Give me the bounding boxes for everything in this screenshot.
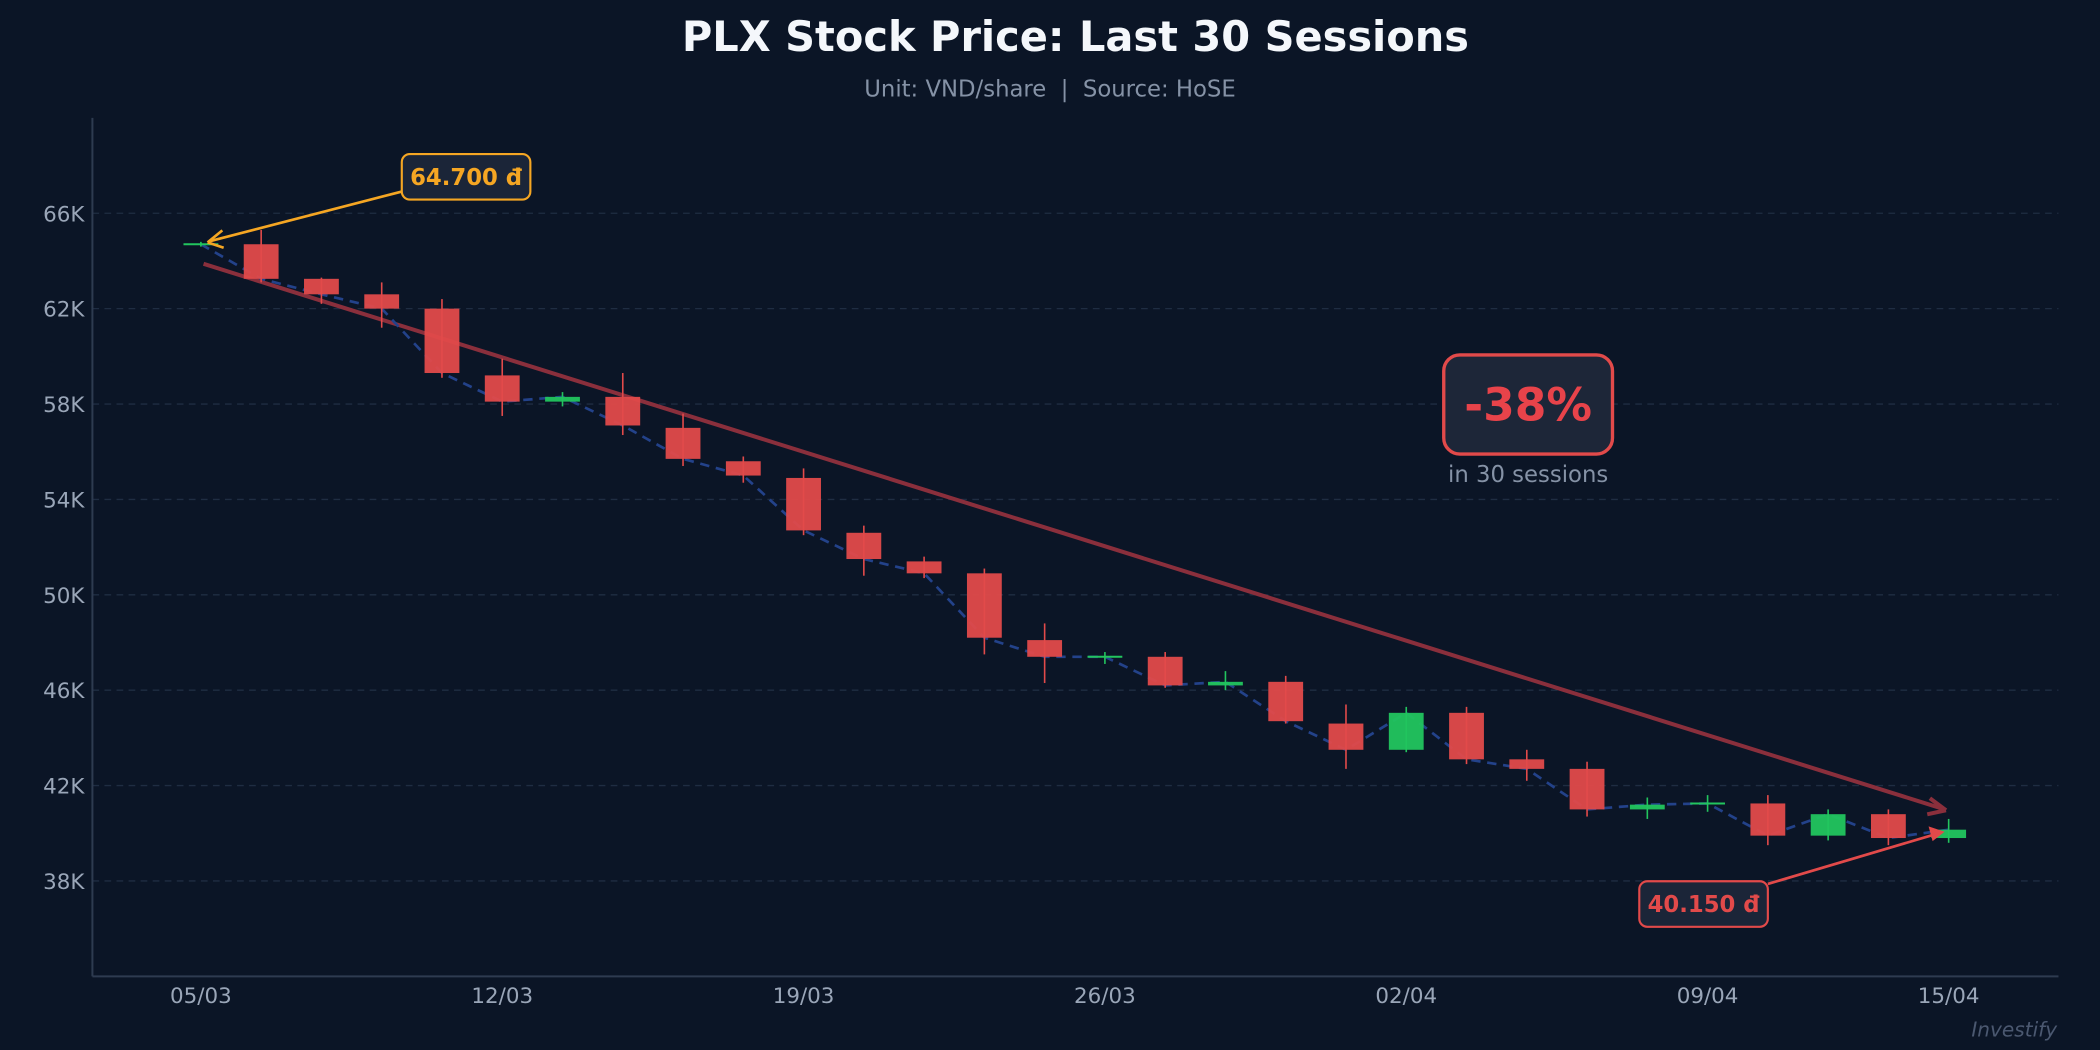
candles [183, 229, 1967, 846]
candle [906, 556, 942, 579]
candle [1449, 706, 1484, 765]
candle-body [364, 294, 400, 309]
candle-body [906, 561, 942, 574]
candle [424, 299, 460, 378]
x-tick-label: 02/04 [1375, 984, 1437, 1009]
candle [545, 392, 580, 407]
start-price-annotation: 64.700 đ [206, 152, 532, 250]
grid [92, 212, 2059, 882]
candle [1690, 795, 1725, 812]
y-tick-label: 58K [43, 393, 85, 418]
candle-body [1870, 814, 1906, 839]
candle-body [1328, 723, 1364, 750]
change-callout: -38% in 30 sessions [1442, 353, 1615, 488]
candle [484, 358, 520, 416]
x-tick-labels: 05/03 12/03 19/03 26/03 02/04 09/04 15/04 [170, 984, 1979, 1009]
x-tick-label: 15/04 [1918, 984, 1980, 1009]
candle-body [1750, 803, 1786, 836]
x-tick-label: 19/03 [773, 984, 835, 1009]
candle-body [545, 396, 580, 402]
trend-arrowhead [1926, 796, 1948, 817]
candle [665, 413, 701, 467]
change-caption: in 30 sessions [1448, 462, 1608, 488]
candle [846, 525, 882, 576]
candle [1268, 675, 1304, 724]
candle [1147, 652, 1183, 688]
candle-body [1810, 814, 1846, 836]
candle-body [846, 532, 882, 560]
candle [304, 277, 339, 304]
candle [1810, 809, 1846, 841]
candle-body [1388, 712, 1424, 750]
candle-body [424, 308, 460, 374]
candle [725, 456, 761, 483]
y-tick-labels: 38K 42K 46K 50K 54K 58K 62K 66K [43, 202, 85, 895]
candle-body [725, 461, 761, 476]
start-arrowhead [206, 229, 225, 250]
y-tick-label: 38K [43, 870, 85, 895]
candle-body [1268, 681, 1304, 722]
candle-body [1449, 712, 1484, 760]
candle-body [1931, 829, 1967, 839]
candle [1931, 818, 1967, 843]
candle-body [1208, 681, 1243, 686]
x-tick-label: 09/04 [1677, 984, 1739, 1009]
candle [364, 282, 400, 328]
trend-line [202, 261, 1944, 811]
change-percent: -38% [1464, 379, 1592, 432]
y-tick-label: 54K [43, 488, 85, 513]
candle-body [605, 396, 641, 426]
candle-body [484, 375, 520, 402]
candle [786, 468, 821, 536]
candle [1027, 623, 1063, 684]
candle [1087, 652, 1123, 664]
chart-subtitle: Unit: VND/share | Source: HoSE [864, 76, 1236, 102]
y-tick-label: 46K [43, 679, 85, 704]
candle [1208, 671, 1243, 691]
candle [1328, 704, 1364, 769]
x-tick-label: 05/03 [170, 984, 232, 1009]
candle-body [243, 244, 279, 279]
y-tick-label: 42K [43, 775, 85, 800]
chart-title: PLX Stock Price: Last 30 Sessions [682, 12, 1469, 61]
candle [1629, 797, 1665, 819]
watermark: Investify [1971, 1018, 2058, 1042]
candle-body [665, 427, 701, 459]
end-price-annotation: 40.150 đ [1638, 826, 1945, 928]
candle [1569, 761, 1605, 817]
candle [605, 373, 641, 436]
candle [1388, 706, 1424, 753]
candle-body [1569, 768, 1605, 810]
x-tick-label: 12/03 [471, 984, 533, 1009]
candle [1870, 809, 1906, 846]
start-price-label: 64.700 đ [410, 165, 523, 191]
candle-body [786, 477, 821, 531]
candle-body [1509, 759, 1545, 769]
y-tick-label: 50K [43, 584, 85, 609]
trend-arrow [202, 261, 1948, 817]
close-price-line [200, 243, 1949, 840]
y-tick-label: 66K [43, 202, 85, 227]
candle-body [304, 278, 339, 295]
candle [1750, 795, 1786, 846]
end-price-label: 40.150 đ [1648, 892, 1761, 918]
y-tick-label: 62K [43, 298, 85, 323]
candle [243, 229, 279, 283]
end-arrowhead [1928, 826, 1945, 842]
candle-body [1027, 640, 1063, 657]
x-tick-label: 26/03 [1074, 984, 1136, 1009]
candle [1509, 749, 1545, 781]
candle-body [1147, 656, 1183, 686]
candle-body [1629, 804, 1665, 810]
candle-body [966, 573, 1002, 638]
candle [966, 568, 1002, 655]
